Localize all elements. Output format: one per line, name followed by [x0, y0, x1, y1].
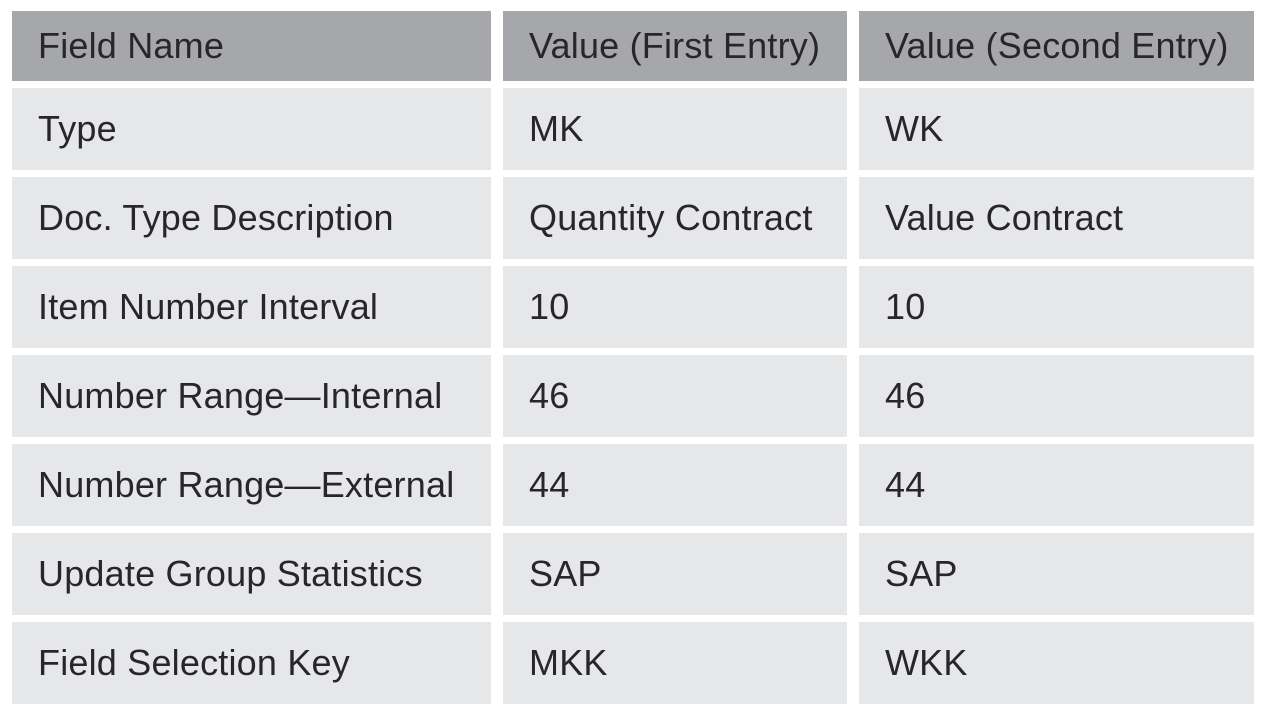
cell-value-second: 46	[859, 355, 1254, 437]
header-row: Field Name Value (First Entry) Value (Se…	[12, 11, 1254, 81]
table-row-number-range-internal: Number Range—Internal 46 46	[12, 355, 1254, 437]
column-header-value-first-entry: Value (First Entry)	[503, 11, 847, 81]
cell-value-first: 10	[503, 266, 847, 348]
table-row-field-selection-key: Field Selection Key MKK WKK	[12, 622, 1254, 704]
cell-value-first: 46	[503, 355, 847, 437]
cell-value-second: 44	[859, 444, 1254, 526]
column-header-value-second-entry: Value (Second Entry)	[859, 11, 1254, 81]
cell-field-name: Update Group Statistics	[12, 533, 491, 615]
cell-value-second: WK	[859, 88, 1254, 170]
cell-value-second: WKK	[859, 622, 1254, 704]
table-row-type: Type MK WK	[12, 88, 1254, 170]
cell-value-second: Value Contract	[859, 177, 1254, 259]
cell-field-name: Item Number Interval	[12, 266, 491, 348]
cell-field-name: Field Selection Key	[12, 622, 491, 704]
table-row-doc-type-description: Doc. Type Description Quantity Contract …	[12, 177, 1254, 259]
cell-field-name: Number Range—Internal	[12, 355, 491, 437]
cell-value-second: SAP	[859, 533, 1254, 615]
cell-value-first: Quantity Contract	[503, 177, 847, 259]
cell-value-first: 44	[503, 444, 847, 526]
cell-value-first: MKK	[503, 622, 847, 704]
cell-field-name: Number Range—External	[12, 444, 491, 526]
cell-field-name: Doc. Type Description	[12, 177, 491, 259]
cell-field-name: Type	[12, 88, 491, 170]
document-type-comparison-table: Field Name Value (First Entry) Value (Se…	[0, 4, 1266, 711]
column-header-field-name: Field Name	[12, 11, 491, 81]
cell-value-first: SAP	[503, 533, 847, 615]
cell-value-first: MK	[503, 88, 847, 170]
table-row-number-range-external: Number Range—External 44 44	[12, 444, 1254, 526]
table-row-update-group-statistics: Update Group Statistics SAP SAP	[12, 533, 1254, 615]
cell-value-second: 10	[859, 266, 1254, 348]
table-row-item-number-interval: Item Number Interval 10 10	[12, 266, 1254, 348]
